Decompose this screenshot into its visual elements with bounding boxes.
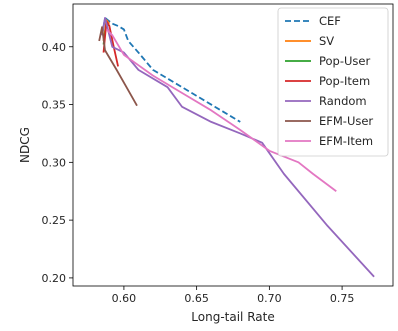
legend-label-efm-user: EFM-User <box>319 114 373 128</box>
y-tick-label: 0.25 <box>42 214 67 227</box>
y-tick-label: 0.40 <box>42 41 67 54</box>
legend-label-cef: CEF <box>319 14 341 28</box>
series-line-efm-user <box>98 26 138 107</box>
legend-box <box>277 7 389 157</box>
legend-label-sv: SV <box>319 34 334 48</box>
legend-label-random: Random <box>319 94 367 108</box>
series-layer <box>98 16 375 278</box>
axes-frame <box>72 3 394 287</box>
x-tick-label: 0.60 <box>112 292 137 305</box>
legend: CEF SV Pop-User Pop-Item Random EFM-User EFM-I… <box>277 7 389 157</box>
x-tick-label: 0.75 <box>330 292 355 305</box>
series-line-efm-item <box>105 28 337 192</box>
legend-label-pop-user: Pop-User <box>319 54 370 68</box>
series-line-random <box>101 16 375 278</box>
x-tick-label: 0.65 <box>184 292 209 305</box>
y-axis-label: NDCG <box>18 127 32 163</box>
x-tick-label: 0.70 <box>257 292 282 305</box>
legend-label-efm-item: EFM-Item <box>319 134 373 148</box>
x-axis-label: Long-tail Rate <box>191 310 274 324</box>
y-tick-label: 0.20 <box>42 272 67 285</box>
series-line-cef <box>101 16 241 123</box>
series-line-pop-item <box>102 20 119 67</box>
legend-label-pop-item: Pop-Item <box>319 74 370 88</box>
ticks-layer: 0.60 0.65 0.70 0.75 0.20 0.25 0.30 0.35 0.40 <box>42 41 355 305</box>
y-tick-label: 0.30 <box>42 156 67 169</box>
y-tick-label: 0.35 <box>42 99 67 112</box>
axes-layer <box>72 3 394 287</box>
